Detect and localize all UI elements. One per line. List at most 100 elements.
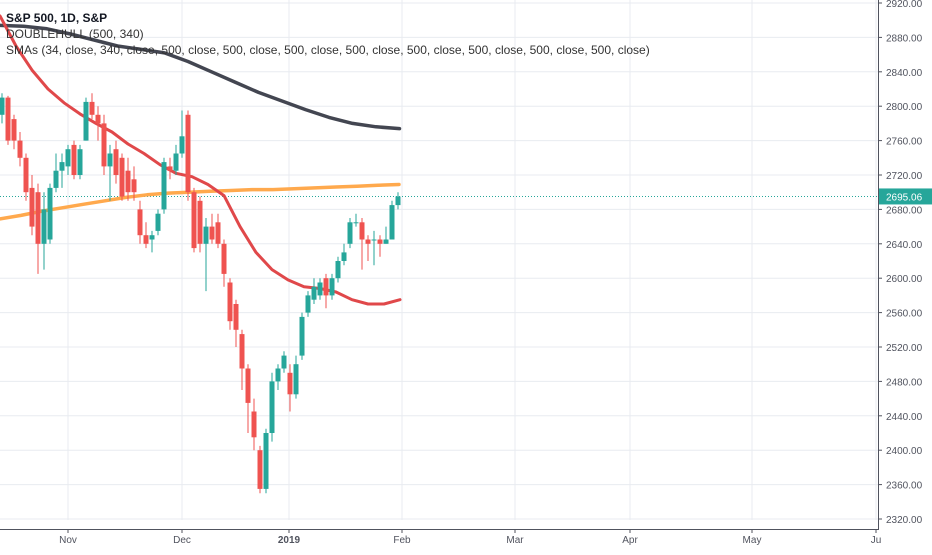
candle: [197, 196, 203, 253]
candle: [167, 157, 173, 180]
candle: [293, 355, 299, 399]
price-tick-label: 2840.00: [886, 68, 923, 79]
last-price-text: 2695.06: [886, 192, 923, 203]
candle: [11, 114, 17, 150]
candle: [191, 187, 197, 253]
candle: [395, 192, 401, 210]
candle-body: [65, 149, 71, 167]
candle: [47, 183, 53, 244]
candle-body: [35, 192, 41, 244]
candle-body: [161, 162, 167, 210]
price-tick-label: 2440.00: [886, 412, 923, 423]
candle-body: [167, 166, 173, 171]
candle-body: [389, 205, 395, 240]
candle-body: [341, 252, 347, 261]
time-axis[interactable]: Nov Dec 2019 Feb Mar Apr May Ju: [0, 529, 881, 546]
candle-body: [275, 368, 281, 382]
candle-body: [53, 170, 59, 188]
candle-body: [191, 192, 197, 249]
time-tick-label: 2019: [278, 535, 301, 546]
candle-body: [47, 187, 53, 240]
candle: [125, 157, 131, 201]
candle-body: [365, 239, 371, 244]
candle-body: [239, 334, 245, 369]
candle: [149, 230, 155, 253]
sma-lines: [0, 14, 402, 306]
candle-body: [323, 278, 329, 296]
candle: [215, 213, 221, 249]
sma-slow-line: [0, 23, 402, 131]
candle: [119, 153, 125, 201]
legend-indicator-doublehull[interactable]: DOUBLEHULL (500, 340): [6, 27, 144, 41]
candle-body: [179, 136, 185, 154]
candle-body: [107, 153, 113, 167]
candle: [389, 200, 395, 240]
candle: [65, 144, 71, 175]
candle: [245, 364, 251, 433]
candle: [257, 445, 263, 494]
candle-body: [215, 222, 221, 244]
candle-body: [59, 162, 65, 171]
candle: [131, 166, 137, 201]
candle: [377, 235, 383, 257]
price-tick-label: 2880.00: [886, 33, 923, 44]
candle-body: [0, 97, 5, 115]
candle-body: [89, 101, 95, 115]
candle: [173, 144, 179, 175]
candle-body: [125, 170, 131, 193]
price-tick-label: 2920.00: [886, 0, 923, 10]
candle: [95, 106, 101, 141]
candle: [89, 93, 95, 120]
price-tick-label: 2520.00: [886, 343, 923, 354]
legend-title[interactable]: S&P 500, 1D, S&P: [6, 11, 108, 25]
candle-body: [359, 222, 365, 240]
candle: [179, 110, 185, 158]
price-axis[interactable]: 2320.00 2360.00 2400.00 2440.00 2480.00 2520.…: [878, 0, 932, 530]
candle-body: [29, 187, 35, 227]
candle: [5, 95, 11, 145]
candle-body: [17, 140, 23, 158]
candle: [317, 278, 323, 300]
legend-indicator-smas[interactable]: SMAs (34, close, 340, close, 500, close,…: [6, 43, 650, 57]
time-tick-label: Nov: [59, 535, 77, 546]
candle: [329, 273, 335, 300]
candle: [23, 153, 29, 201]
candle-body: [113, 149, 119, 175]
candle-body: [395, 196, 401, 206]
candle-body: [221, 243, 227, 274]
candle-body: [77, 149, 83, 175]
candle: [113, 140, 119, 184]
candle-body: [257, 450, 263, 489]
candle: [137, 200, 143, 244]
candle: [29, 175, 35, 236]
candle-body: [95, 114, 101, 124]
candle-body: [329, 278, 335, 296]
candle: [239, 329, 245, 390]
candle-body: [83, 101, 89, 141]
candle: [365, 235, 371, 261]
time-tick-label: Dec: [173, 535, 191, 546]
candle-body: [185, 114, 191, 193]
candle: [0, 93, 5, 124]
candle-body: [269, 381, 275, 433]
candle-body: [41, 209, 47, 244]
candle-body: [353, 222, 359, 224]
grid: [0, 0, 878, 520]
candle: [353, 213, 359, 227]
candle: [251, 398, 257, 451]
candle: [227, 278, 233, 330]
time-tick-label: Apr: [622, 535, 638, 546]
candle: [335, 256, 341, 283]
candle: [221, 239, 227, 287]
price-tick-label: 2640.00: [886, 240, 923, 251]
sma-mid-line: [0, 182, 401, 221]
candle-body: [263, 433, 269, 489]
candle: [383, 226, 389, 244]
last-price-box: [879, 188, 932, 205]
candle-body: [299, 316, 305, 356]
candle-body: [71, 144, 77, 175]
price-tick-label: 2600.00: [886, 274, 923, 285]
candle: [83, 97, 89, 141]
